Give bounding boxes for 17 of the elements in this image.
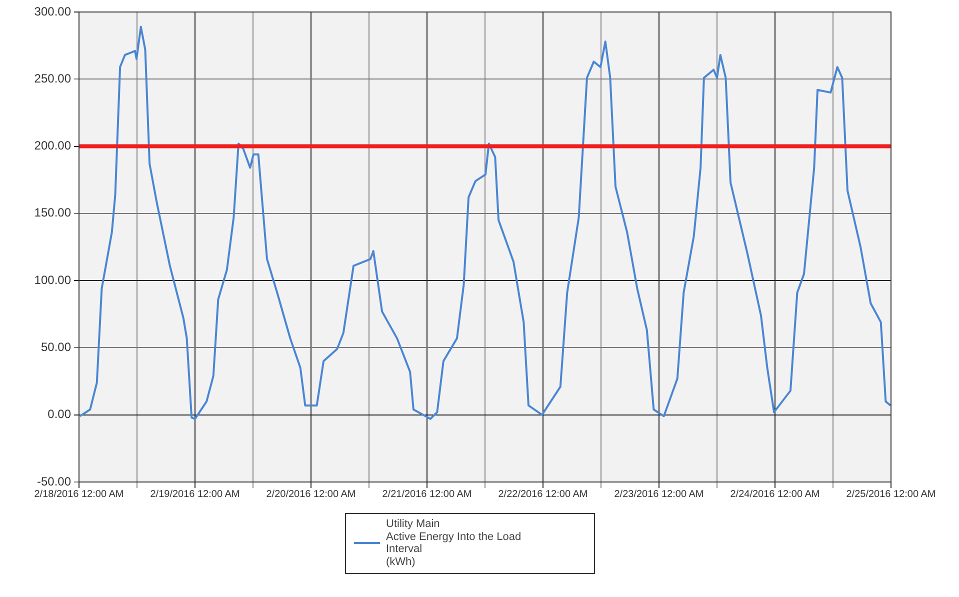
x-tick-label: 2/19/2016 12:00 AM (150, 488, 240, 500)
legend-label: Utility Main Active Energy Into the Load Interval (kWh) (386, 518, 522, 569)
x-tick-label: 2/21/2016 12:00 AM (382, 488, 472, 500)
x-tick-label: 2/23/2016 12:00 AM (614, 488, 704, 500)
x-tick-label: 2/18/2016 12:00 AM (34, 488, 124, 500)
y-tick-label: -50.00 (36, 474, 72, 488)
x-tick-label: 2/22/2016 12:00 AM (498, 488, 588, 500)
x-tick-label: 2/20/2016 12:00 AM (266, 488, 356, 500)
y-tick-label: 50.00 (40, 340, 72, 354)
y-tick-label: 150.00 (34, 206, 72, 220)
y-tick-label: 250.00 (34, 71, 72, 86)
x-tick-label: 2/24/2016 12:00 AM (730, 488, 820, 500)
y-tick-label: 300.00 (34, 4, 72, 18)
y-tick-label: 0.00 (48, 407, 72, 422)
x-tick-label: 2/25/2016 12:00 AM (846, 488, 936, 500)
y-tick-label: 100.00 (34, 272, 72, 287)
y-tick-label: 200.00 (34, 138, 72, 153)
